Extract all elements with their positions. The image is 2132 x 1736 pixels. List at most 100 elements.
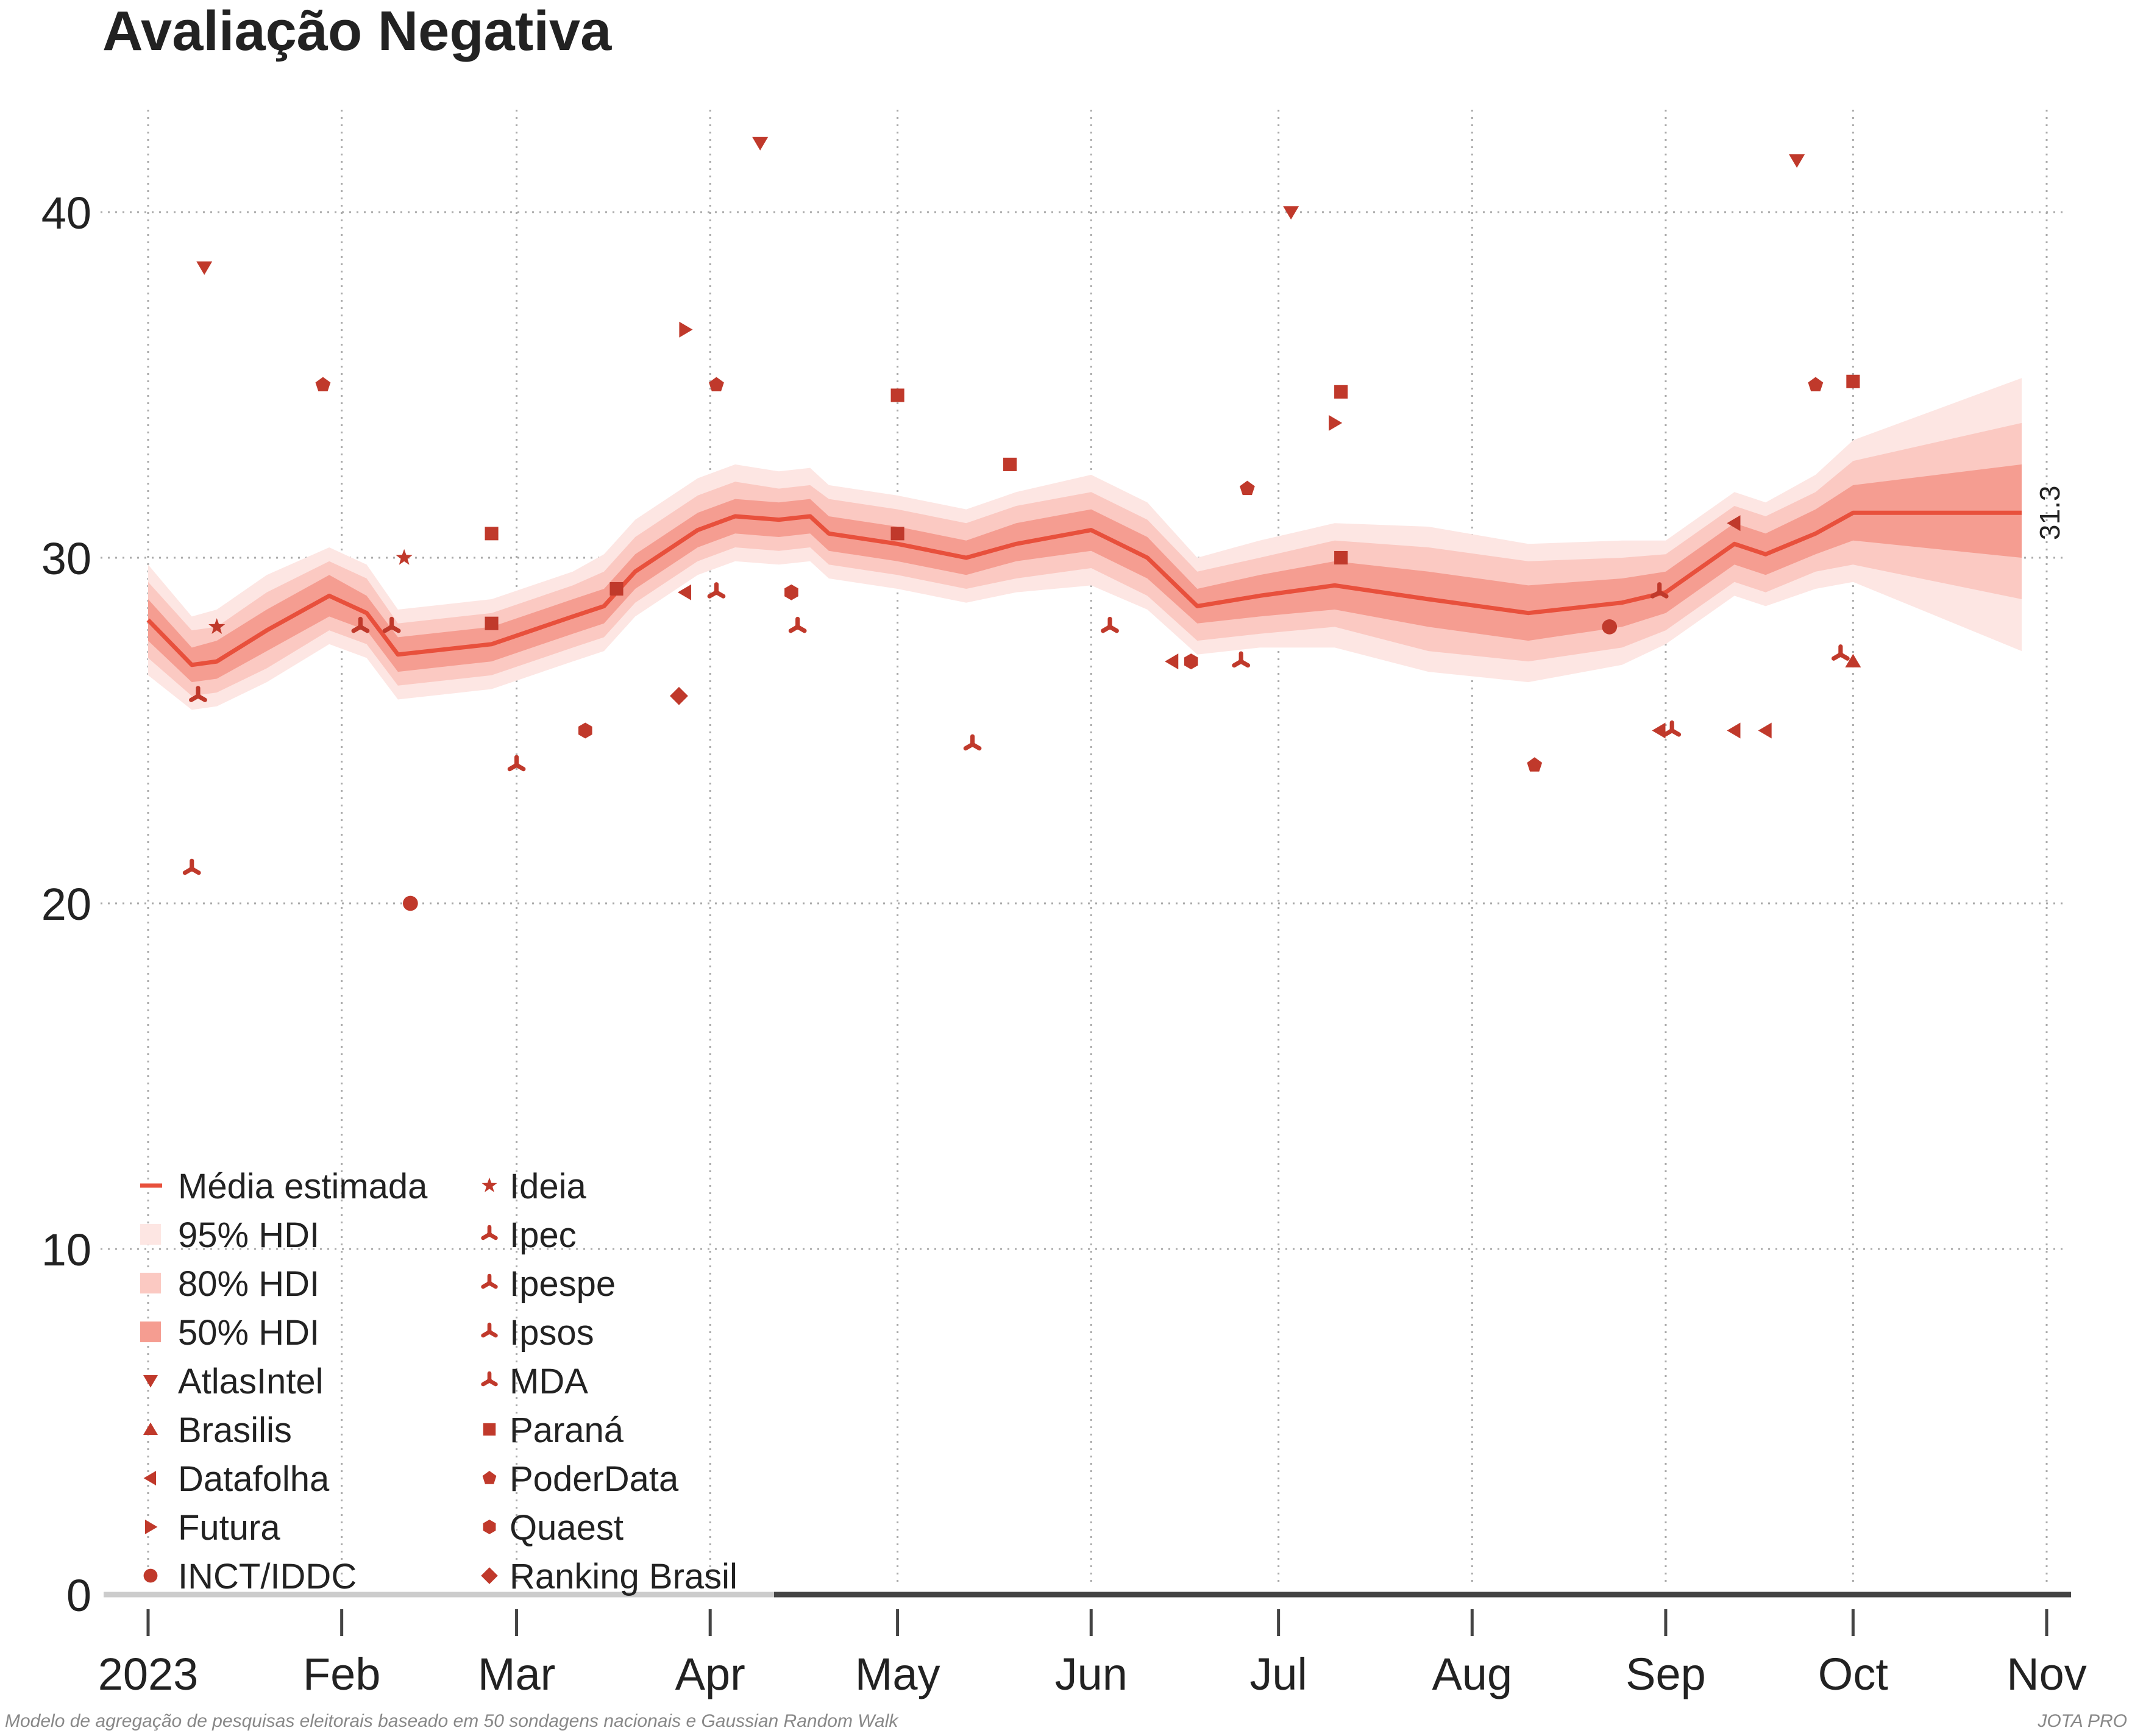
- legend-item-mda: MDA: [481, 1362, 588, 1401]
- legend-item-inct-iddc: INCT/IDDC: [143, 1557, 357, 1596]
- legend-marker-brasilis: [143, 1422, 158, 1435]
- point-atlasintel-2: [1283, 206, 1299, 220]
- legend-item-futura: Futura: [145, 1508, 280, 1548]
- point-ranking-brasil-0: [670, 686, 688, 705]
- legend-item-quaest: Quaest: [483, 1508, 624, 1548]
- x-tick-label-nov: Nov: [2006, 1649, 2087, 1699]
- point-datafolha-3: [1727, 515, 1741, 532]
- point-inct-iddc-0: [403, 895, 418, 911]
- point-quaest-1: [784, 584, 798, 600]
- x-tick-label-jul: Jul: [1249, 1649, 1307, 1699]
- point-parana-7: [1334, 550, 1348, 565]
- legend-label-quaest: Quaest: [510, 1508, 624, 1548]
- point-datafolha-5: [1758, 722, 1772, 739]
- point-mda-1: [1831, 644, 1850, 661]
- legend-marker-futura: [145, 1520, 158, 1534]
- legend-swatch-icon: [140, 1322, 161, 1342]
- legend-label-parana: Paraná: [510, 1410, 624, 1450]
- chart-title: Avaliação Negativa: [102, 0, 612, 62]
- legend-item-datafolha: Datafolha: [143, 1459, 330, 1499]
- legend-item-atlasintel: AtlasIntel: [143, 1362, 324, 1401]
- point-ipec-1: [507, 755, 526, 772]
- point-ipespe-0: [182, 858, 201, 875]
- point-ipespe-3: [1232, 651, 1251, 668]
- legend-marker-ideia: [481, 1177, 497, 1192]
- legend-label-brasilis: Brasilis: [178, 1410, 292, 1450]
- point-poderdata-0: [315, 377, 331, 391]
- legend-marker-inct-iddc: [143, 1568, 158, 1583]
- point-datafolha-2: [1652, 722, 1666, 739]
- legend-marker-ranking-brasil: [481, 1567, 498, 1584]
- legend-item-brasilis: Brasilis: [143, 1410, 292, 1450]
- legend-marker-ipespe: [481, 1273, 498, 1289]
- point-parana-6: [1334, 385, 1348, 399]
- point-atlasintel-3: [1789, 154, 1805, 168]
- y-tick-label-0: 0: [66, 1570, 91, 1621]
- point-datafolha-0: [677, 584, 692, 600]
- point-futura-1: [1329, 414, 1343, 431]
- end-value-label: 31.3: [2034, 486, 2066, 541]
- x-tick-label-apr: Apr: [675, 1649, 745, 1699]
- point-parana-5: [1003, 457, 1017, 471]
- legend-item-ipsos: Ipsos: [481, 1313, 594, 1353]
- hdi-bands: [148, 378, 2022, 710]
- legend-label-inct-iddc: INCT/IDDC: [178, 1557, 357, 1596]
- point-parana-3: [890, 388, 904, 402]
- legend-label-media-estimada: Média estimada: [178, 1167, 428, 1206]
- x-tick-label-sep: Sep: [1626, 1649, 1706, 1699]
- legend-label-poderdata: PoderData: [510, 1459, 679, 1499]
- x-tick-label-oct: Oct: [1818, 1649, 1889, 1699]
- legend-swatch-icon: [140, 1273, 161, 1293]
- legend-marker-quaest: [483, 1520, 496, 1534]
- legend-item-ideia: Ideia: [481, 1167, 587, 1206]
- x-tick-label-may: May: [855, 1649, 940, 1699]
- y-tick-label-20: 20: [41, 879, 91, 930]
- x-tick-label-feb: Feb: [303, 1649, 381, 1699]
- point-quaest-2: [1184, 653, 1198, 670]
- point-ipespe-1: [382, 616, 401, 633]
- legend-label-ipec: Ipec: [510, 1215, 577, 1255]
- point-ipec-4: [1663, 720, 1682, 737]
- point-datafolha-4: [1727, 722, 1741, 739]
- y-tick-label-10: 10: [41, 1225, 91, 1275]
- legend-item-ranking-brasil: Ranking Brasil: [481, 1557, 737, 1596]
- legend-label-mda: MDA: [510, 1362, 588, 1401]
- legend-label-futura: Futura: [178, 1508, 280, 1548]
- point-futura-0: [679, 321, 693, 338]
- y-tick-label-40: 40: [41, 188, 91, 238]
- legend-marker-poderdata: [482, 1471, 497, 1484]
- point-poderdata-1: [709, 377, 724, 391]
- legend-item-ipec: Ipec: [481, 1215, 577, 1255]
- point-parana-0: [485, 527, 499, 541]
- point-parana-8: [1846, 374, 1860, 388]
- x-tick-label-jun: Jun: [1055, 1649, 1128, 1699]
- y-tick-label-30: 30: [41, 533, 91, 584]
- legend-label-50-hdi: 50% HDI: [178, 1313, 319, 1353]
- x-tick-label-2023: 2023: [98, 1649, 199, 1699]
- legend-label-datafolha: Datafolha: [178, 1459, 330, 1499]
- point-poderdata-2: [1240, 480, 1255, 496]
- point-ipec-3: [1101, 616, 1119, 633]
- legend-marker-mda: [481, 1371, 498, 1387]
- legend-marker-datafolha: [143, 1471, 156, 1485]
- legend-item-poderdata: PoderData: [482, 1459, 679, 1499]
- point-ipec-2: [707, 582, 726, 599]
- legend-label-95-hdi: 95% HDI: [178, 1215, 319, 1255]
- legend-marker-ipec: [481, 1225, 498, 1240]
- point-atlasintel-0: [196, 261, 213, 276]
- footer-credit: JOTA PRO: [2037, 1711, 2127, 1731]
- legend-marker-ipsos: [481, 1322, 498, 1338]
- point-ipsos-1: [1650, 582, 1669, 599]
- point-ideia-1: [396, 549, 413, 565]
- poll-points: [182, 137, 1861, 911]
- axes: 0 10 20 30 40 2023 Feb Mar Apr May Jun Jul Aug Sep Oct…: [41, 188, 2087, 1699]
- x-tick-label-mar: Mar: [478, 1649, 555, 1699]
- point-ipec-0: [351, 616, 370, 633]
- legend-label-ipsos: Ipsos: [510, 1313, 594, 1353]
- point-parana-4: [890, 527, 904, 541]
- band-50-hdi: [148, 464, 2022, 683]
- legend-marker-parana: [483, 1423, 496, 1436]
- legend-item-95-hdi: 95% HDI: [140, 1215, 319, 1255]
- legend-swatch-icon: [140, 1224, 161, 1245]
